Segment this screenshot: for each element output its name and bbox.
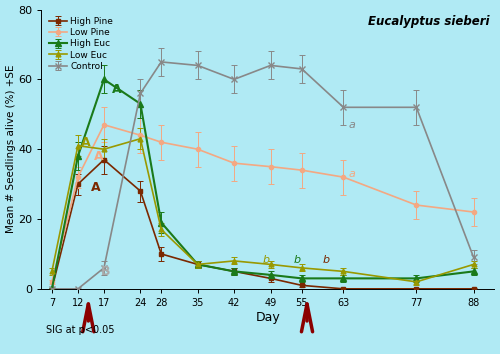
- Legend: High Pine, Low Pine, High Euc, Low Euc, Control: High Pine, Low Pine, High Euc, Low Euc, …: [46, 14, 116, 74]
- Text: Eucalyptus sieberi: Eucalyptus sieberi: [368, 15, 490, 28]
- Text: A: A: [91, 181, 101, 194]
- Y-axis label: Mean # Seedlings alive (%) +SE: Mean # Seedlings alive (%) +SE: [6, 65, 16, 233]
- Text: A: A: [80, 136, 90, 149]
- Text: b: b: [263, 255, 270, 265]
- Text: b: b: [294, 255, 301, 265]
- Text: b: b: [322, 255, 330, 265]
- Text: A: A: [94, 150, 103, 163]
- X-axis label: Day: Day: [256, 311, 280, 324]
- Text: A: A: [112, 83, 122, 96]
- Text: B: B: [102, 265, 111, 278]
- Text: a: a: [348, 169, 356, 179]
- Text: SIG at p<0.05: SIG at p<0.05: [46, 325, 114, 335]
- Text: a: a: [348, 120, 356, 130]
